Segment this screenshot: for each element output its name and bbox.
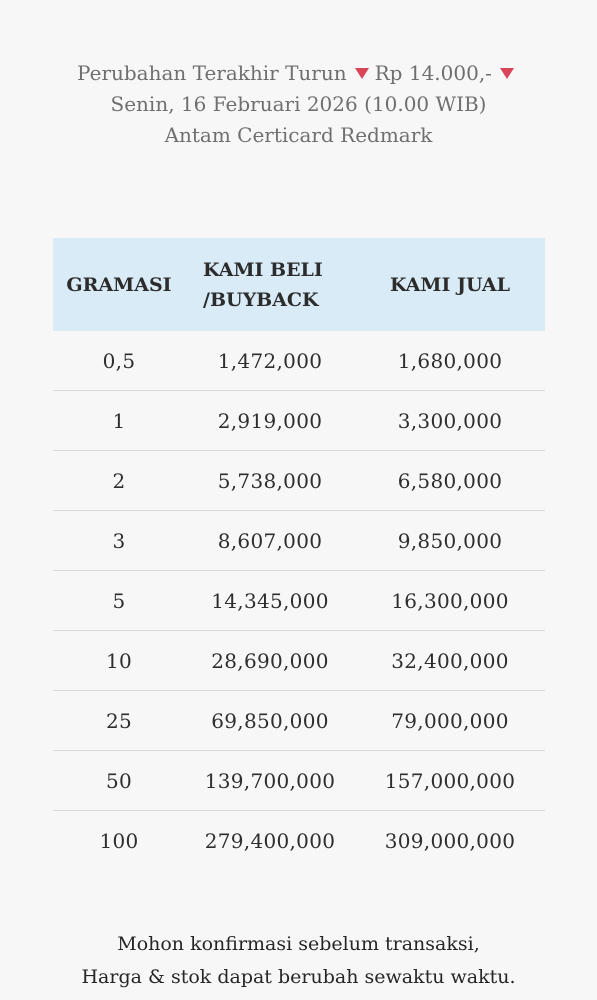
cell-sell: 16,300,000 [355, 570, 545, 631]
cell-gramasi: 5 [53, 570, 185, 631]
price-update-header: Perubahan Terakhir Turun Rp 14.000,- Seni… [0, 58, 597, 151]
column-header-sell: KAMI JUAL [355, 238, 545, 331]
cell-sell: 32,400,000 [355, 630, 545, 691]
cell-buyback: 2,919,000 [185, 390, 355, 451]
cell-buyback: 139,700,000 [185, 750, 355, 811]
cell-gramasi: 3 [53, 510, 185, 571]
cell-gramasi: 1 [53, 390, 185, 451]
cell-sell: 309,000,000 [384, 828, 516, 853]
cell-sell: 3,300,000 [355, 390, 545, 451]
disclaimer: Mohon konfirmasi sebelum transaksi, Harg… [0, 928, 597, 994]
last-change-label: Perubahan Terakhir Turun [77, 61, 347, 85]
cell-gramasi: 50 [53, 750, 185, 811]
cell-gramasi: 2 [53, 450, 185, 511]
table-row: 3 8,607,000 9,850,000 [53, 510, 545, 571]
triangle-down-icon [354, 68, 369, 79]
cell-sell: 9,850,000 [355, 510, 545, 571]
table-row: 1 2,919,000 3,300,000 [53, 390, 545, 451]
cell-sell: 1,680,000 [355, 331, 545, 391]
update-date: Senin, 16 Februari 2026 (10.00 WIB) [110, 92, 487, 116]
last-change-line: Perubahan Terakhir Turun Rp 14.000,- [0, 58, 597, 89]
table-row: 25 69,850,000 79,000,000 [53, 690, 545, 751]
table-row: 10 28,690,000 32,400,000 [53, 630, 545, 691]
table-header-row: GRAMASI KAMI BELI/BUYBACK KAMI JUAL [53, 238, 545, 331]
cell-sell: 79,000,000 [355, 690, 545, 751]
table-row: 2 5,738,000 6,580,000 [53, 450, 545, 511]
cell-gramasi: 100 [99, 828, 139, 853]
cell-sell: 6,580,000 [355, 450, 545, 511]
cell-buyback: 1,472,000 [185, 331, 355, 391]
cell-buyback: 279,400,000 [204, 828, 336, 853]
cell-sell: 157,000,000 [355, 750, 545, 811]
table-row: 50 139,700,000 157,000,000 [53, 750, 545, 811]
product-name: Antam Certicard Redmark [164, 123, 433, 147]
column-header-buyback-line2: /BUYBACK [203, 288, 319, 311]
cell-buyback: 5,738,000 [185, 450, 355, 511]
cell-buyback: 69,850,000 [185, 690, 355, 751]
last-change-amount: Rp 14.000,- [374, 61, 492, 85]
cell-gramasi: 10 [53, 630, 185, 691]
triangle-down-icon [499, 68, 514, 79]
table-row: 100 279,400,000 309,000,000 [53, 811, 545, 871]
cell-gramasi: 0,5 [53, 331, 185, 391]
disclaimer-line-1: Mohon konfirmasi sebelum transaksi, [117, 933, 480, 955]
cell-gramasi: 25 [53, 690, 185, 751]
cell-buyback: 14,345,000 [185, 570, 355, 631]
column-header-buyback: KAMI BELI/BUYBACK [185, 238, 355, 331]
price-table: GRAMASI KAMI BELI/BUYBACK KAMI JUAL 0,5 … [53, 238, 545, 870]
column-header-gramasi: GRAMASI [53, 238, 185, 331]
disclaimer-line-2: Harga & stok dapat berubah sewaktu waktu… [81, 966, 516, 988]
cell-buyback: 8,607,000 [185, 510, 355, 571]
table-row: 0,5 1,472,000 1,680,000 [53, 331, 545, 391]
cell-buyback: 28,690,000 [185, 630, 355, 691]
column-header-buyback-line1: KAMI BELI [203, 258, 323, 281]
table-row: 5 14,345,000 16,300,000 [53, 570, 545, 631]
